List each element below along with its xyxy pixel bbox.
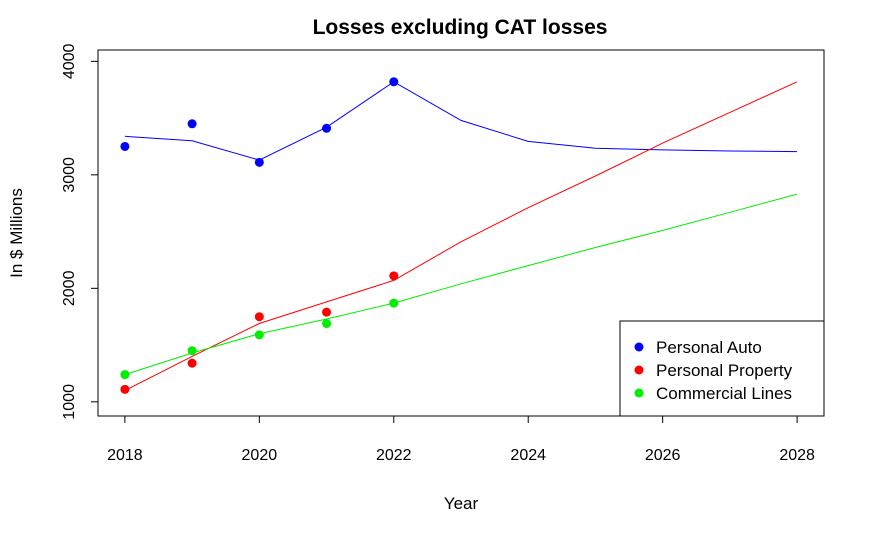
legend-marker-2	[634, 388, 644, 398]
legend-marker-1	[634, 365, 644, 375]
x-tick-label: 2020	[242, 447, 278, 464]
y-tick-label: 2000	[61, 270, 78, 306]
data-point-1-1	[187, 358, 197, 368]
legend-box	[619, 320, 825, 417]
data-point-2-1	[187, 346, 197, 356]
legend-label-2: Commercial Lines	[656, 384, 792, 403]
x-tick-label: 2026	[645, 447, 681, 464]
series-points	[120, 77, 399, 394]
x-tick-label: 2018	[107, 447, 143, 464]
x-tick-label: 2024	[510, 447, 546, 464]
data-point-0-1	[187, 119, 197, 129]
data-point-0-3	[322, 123, 332, 133]
y-tick-label: 3000	[61, 157, 78, 193]
legend-label-0: Personal Auto	[656, 338, 762, 357]
series-line-2	[124, 193, 798, 376]
data-point-1-3	[322, 307, 332, 317]
x-tick-label: 2028	[779, 447, 815, 464]
data-point-1-4	[389, 271, 399, 281]
x-tick-label: 2022	[376, 447, 412, 464]
series-line-0	[124, 81, 798, 161]
legend-label-1: Personal Property	[656, 361, 793, 380]
y-tick-label: 1000	[61, 384, 78, 420]
y-tick-label: 4000	[61, 43, 78, 79]
x-axis: 2018 2020 2022 2024 2026 2028	[107, 415, 815, 464]
legend: Personal Auto Personal Property Commercial…	[619, 320, 825, 417]
data-point-2-3	[322, 319, 332, 329]
data-point-0-2	[254, 157, 264, 167]
series-line-1	[124, 81, 798, 391]
data-point-0-0	[120, 141, 130, 151]
data-point-1-0	[120, 384, 130, 394]
data-point-0-4	[389, 77, 399, 87]
data-point-2-2	[254, 330, 264, 340]
y-axis: 1000 2000 3000 4000	[61, 43, 99, 420]
chart-title: Losses excluding CAT losses	[313, 16, 608, 39]
y-axis-label: In $ Millions	[7, 188, 26, 278]
series-lines	[124, 81, 798, 391]
data-point-2-0	[120, 370, 130, 380]
x-axis-label: Year	[444, 494, 479, 513]
data-point-1-2	[254, 312, 264, 322]
data-point-2-4	[389, 298, 399, 308]
legend-marker-0	[634, 342, 644, 352]
